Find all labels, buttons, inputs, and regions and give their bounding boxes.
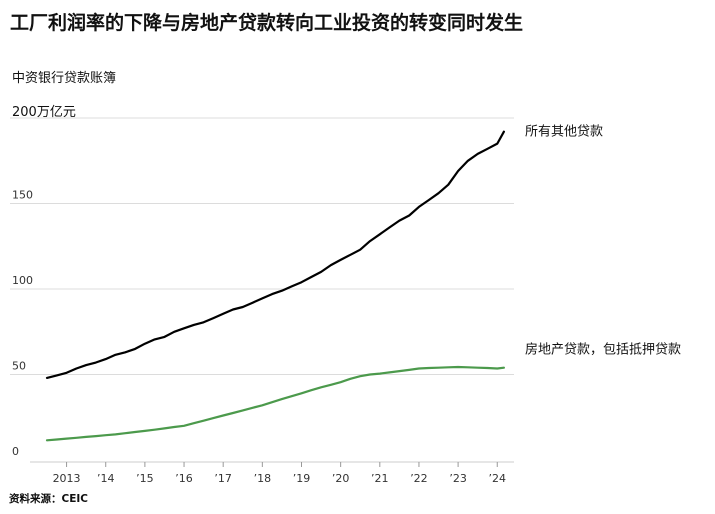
x-tick-label-2022: ’22 [410, 472, 428, 485]
x-tick-label-2013: 2013 [53, 472, 81, 485]
y-tick-label-100: 100 [12, 274, 33, 287]
chart-subtitle: 中资银行贷款账簿 [12, 71, 117, 86]
chart-title: 工厂利润率的下降与房地产贷款转向工业投资的转变同时发生 [10, 12, 524, 34]
grid-lines [10, 117, 514, 375]
x-tick-label-2023: ’23 [449, 472, 467, 485]
source-note: 资料来源：CEIC [9, 493, 88, 505]
series-line-other-loans [45, 130, 505, 379]
y-tick-label-0: 0 [12, 445, 19, 458]
x-tick-label-2021: ’21 [371, 472, 389, 485]
x-tick-label-2017: ’17 [214, 472, 232, 485]
series-lines [45, 130, 505, 442]
series-label-other-loans: 所有其他贷款 [525, 125, 603, 140]
x-tick-label-2024: ’24 [489, 472, 507, 485]
y-tick-label-150: 150 [12, 189, 33, 202]
y-tick-label-50: 50 [12, 360, 26, 373]
x-tick-label-2019: ’19 [293, 472, 311, 485]
x-tick-label-2014: ’14 [97, 472, 115, 485]
y-axis-unit-label: 200万亿元 [12, 105, 76, 120]
x-tick-label-2015: ’15 [136, 472, 154, 485]
x-tick-label-2020: ’20 [332, 472, 350, 485]
x-tick-label-2016: ’16 [175, 472, 193, 485]
x-tick-label-2018: ’18 [254, 472, 272, 485]
series-line-property-loans [45, 365, 505, 442]
y-tick-labels: 0 50 100 150 [12, 189, 33, 459]
x-axis: 2013 ’14 ’15 ’16 ’17 ’18 ’19 ’20 ’21 ’22 ’23 ’24 [30, 461, 514, 485]
series-label-property-loans: 房地产贷款，包括抵押贷款 [525, 342, 681, 358]
